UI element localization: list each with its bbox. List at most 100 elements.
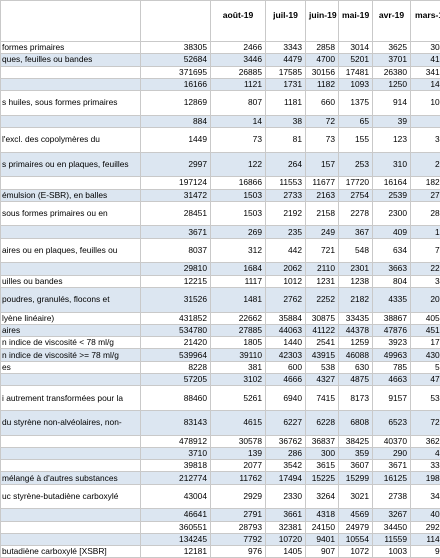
value-cell: 3542 bbox=[266, 460, 306, 472]
value-cell: 3102 bbox=[211, 374, 266, 386]
total-cell: 197124 bbox=[141, 177, 211, 189]
value-cell: 2733 bbox=[266, 189, 306, 201]
value-cell: 4479 bbox=[266, 54, 306, 66]
total-cell: 212774 bbox=[141, 472, 211, 484]
month-header: mai-19 bbox=[339, 1, 373, 42]
table-row: 1342457792107209401105541155911474 bbox=[1, 533, 440, 545]
value-cell: 2252 bbox=[306, 287, 339, 312]
total-cell: 38305 bbox=[141, 42, 211, 54]
value-cell: 590 bbox=[411, 361, 440, 373]
value-cell: 1181 bbox=[266, 91, 306, 116]
value-cell: 30875 bbox=[306, 312, 339, 324]
total-cell: 12869 bbox=[141, 91, 211, 116]
value-cell: 11762 bbox=[211, 472, 266, 484]
value-cell: 33435 bbox=[339, 312, 373, 324]
value-cell: 123 bbox=[373, 128, 411, 153]
total-cell: 46641 bbox=[141, 509, 211, 521]
value-cell: 24979 bbox=[339, 521, 373, 533]
value-cell: 3343 bbox=[266, 42, 306, 54]
value-cell: 1084 bbox=[411, 91, 440, 116]
total-cell: 57205 bbox=[141, 374, 211, 386]
value-cell: 2182 bbox=[339, 287, 373, 312]
value-cell: 6808 bbox=[339, 410, 373, 435]
value-cell: 2330 bbox=[266, 484, 306, 509]
value-cell: 27885 bbox=[211, 324, 266, 336]
value-cell: 3923 bbox=[373, 337, 411, 349]
value-cell: 47876 bbox=[373, 324, 411, 336]
value-cell: 2541 bbox=[306, 337, 339, 349]
value-cell: 2539 bbox=[373, 189, 411, 201]
value-cell: 73 bbox=[211, 128, 266, 153]
header-cell bbox=[1, 1, 141, 42]
value-cell: 1121 bbox=[211, 78, 266, 90]
row-label: mélangé à d'autres substances bbox=[1, 472, 141, 484]
value-cell: 286 bbox=[266, 447, 306, 459]
value-cell: 53 bbox=[411, 115, 440, 127]
value-cell: 4713 bbox=[411, 374, 440, 386]
row-label bbox=[1, 509, 141, 521]
value-cell: 4569 bbox=[339, 509, 373, 521]
value-cell: 253 bbox=[339, 152, 373, 177]
row-label: sous formes primaires ou en bbox=[1, 201, 141, 226]
value-cell: 19897 bbox=[411, 472, 440, 484]
value-cell: 40561 bbox=[411, 312, 440, 324]
row-label bbox=[1, 263, 141, 275]
total-cell: 134245 bbox=[141, 533, 211, 545]
value-cell: 17494 bbox=[266, 472, 306, 484]
value-cell: 3663 bbox=[373, 263, 411, 275]
value-cell: 11677 bbox=[306, 177, 339, 189]
value-cell: 9401 bbox=[306, 533, 339, 545]
value-cell: 1250 bbox=[373, 78, 411, 90]
value-cell: 43915 bbox=[306, 349, 339, 361]
month-header: juil-19 bbox=[266, 1, 306, 42]
row-label bbox=[1, 460, 141, 472]
value-cell: 1405 bbox=[266, 546, 306, 558]
total-cell: 39818 bbox=[141, 460, 211, 472]
value-cell: 40370 bbox=[373, 435, 411, 447]
row-label: s primaires ou en plaques, feuilles bbox=[1, 152, 141, 177]
total-cell: 16166 bbox=[141, 78, 211, 90]
table-row: 478912305783676236837384254037036205 bbox=[1, 435, 440, 447]
value-cell: 2762 bbox=[266, 287, 306, 312]
value-cell: 367 bbox=[339, 226, 373, 238]
row-label: i autrement transformées pour la bbox=[1, 386, 141, 411]
value-cell: 312 bbox=[211, 238, 266, 263]
value-cell: 30578 bbox=[211, 435, 266, 447]
value-cell: 1721 bbox=[411, 337, 440, 349]
month-header: août-19 bbox=[211, 1, 266, 42]
value-cell: 15225 bbox=[306, 472, 339, 484]
value-cell: 10720 bbox=[266, 533, 306, 545]
value-cell: 721 bbox=[306, 238, 339, 263]
value-cell: 24150 bbox=[306, 521, 339, 533]
value-cell: 4170 bbox=[411, 54, 440, 66]
total-cell: 21420 bbox=[141, 337, 211, 349]
value-cell: 630 bbox=[339, 361, 373, 373]
value-cell: 41122 bbox=[306, 324, 339, 336]
value-cell: 785 bbox=[373, 361, 411, 373]
value-cell: 36205 bbox=[411, 435, 440, 447]
value-cell: 44378 bbox=[339, 324, 373, 336]
value-cell: 6227 bbox=[266, 410, 306, 435]
total-cell: 2997 bbox=[141, 152, 211, 177]
value-cell: 1503 bbox=[211, 189, 266, 201]
value-cell: 16125 bbox=[373, 472, 411, 484]
total-cell: 52684 bbox=[141, 54, 211, 66]
value-cell: 6523 bbox=[373, 410, 411, 435]
row-label: n indice de viscosité < 78 ml/g bbox=[1, 337, 141, 349]
value-cell: 310 bbox=[373, 152, 411, 177]
value-cell: 15299 bbox=[339, 472, 373, 484]
value-cell: 122 bbox=[211, 152, 266, 177]
total-cell: 534780 bbox=[141, 324, 211, 336]
total-cell: 371695 bbox=[141, 66, 211, 78]
value-cell: 17720 bbox=[339, 177, 373, 189]
value-cell: 4327 bbox=[306, 374, 339, 386]
value-cell: 46088 bbox=[339, 349, 373, 361]
month-header: avr-19 bbox=[373, 1, 411, 42]
value-cell: 538 bbox=[306, 361, 339, 373]
